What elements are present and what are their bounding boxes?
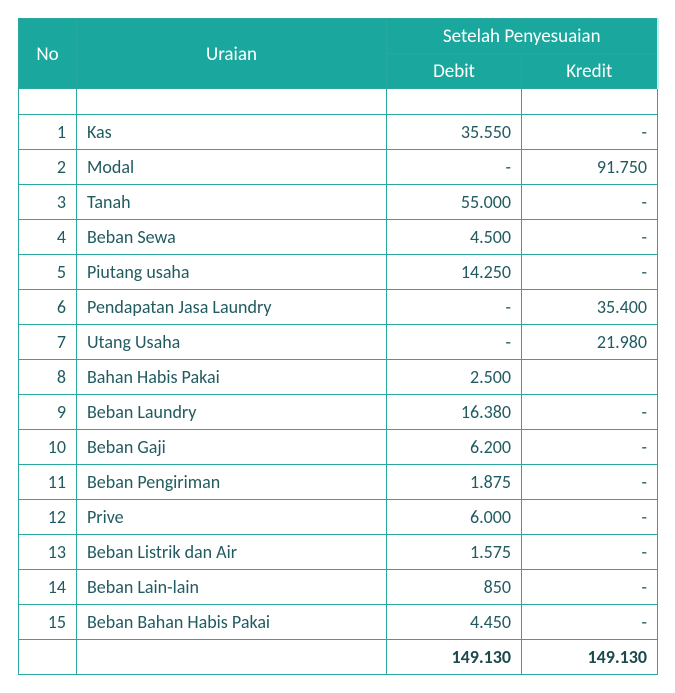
cell-debit: - [387, 150, 522, 185]
cell-kredit: 35.400 [522, 290, 658, 325]
table-row: 10Beban Gaji6.200- [19, 430, 658, 465]
cell-uraian: Utang Usaha [77, 325, 387, 360]
table-row: 7Utang Usaha-21.980 [19, 325, 658, 360]
table-row: 11Beban Pengiriman1.875- [19, 465, 658, 500]
cell-kredit: 21.980 [522, 325, 658, 360]
cell-no: 11 [19, 465, 77, 500]
cell-debit: 4.500 [387, 220, 522, 255]
totals-row: 149.130 149.130 [19, 640, 658, 675]
cell-debit: 1.575 [387, 535, 522, 570]
adjusted-trial-balance-table: No Uraian Setelah Penyesuaian Debit Kred… [18, 18, 659, 675]
cell-no: 12 [19, 500, 77, 535]
cell-debit: 4.450 [387, 605, 522, 640]
cell-uraian: Tanah [77, 185, 387, 220]
col-header-no: No [19, 19, 77, 89]
cell-no: 6 [19, 290, 77, 325]
cell-uraian: Bahan Habis Pakai [77, 360, 387, 395]
cell-no: 7 [19, 325, 77, 360]
cell-uraian: Beban Laundry [77, 395, 387, 430]
cell-kredit: - [522, 570, 658, 605]
cell-debit: 35.550 [387, 115, 522, 150]
total-kredit: 149.130 [522, 640, 658, 675]
table-row: 4Beban Sewa4.500- [19, 220, 658, 255]
table-body: 1Kas35.550-2Modal-91.7503Tanah55.000-4Be… [19, 89, 658, 640]
cell-uraian: Pendapatan Jasa Laundry [77, 290, 387, 325]
cell-kredit: - [522, 605, 658, 640]
cell-uraian: Beban Bahan Habis Pakai [77, 605, 387, 640]
cell-kredit: - [522, 255, 658, 290]
cell-debit: 2.500 [387, 360, 522, 395]
cell-no: 1 [19, 115, 77, 150]
table-row: 1Kas35.550- [19, 115, 658, 150]
col-header-kredit: Kredit [522, 54, 658, 89]
cell-kredit: - [522, 465, 658, 500]
cell-kredit: 91.750 [522, 150, 658, 185]
col-header-uraian: Uraian [77, 19, 387, 89]
spacer-row [19, 89, 658, 115]
cell-uraian: Piutang usaha [77, 255, 387, 290]
table-footer: 149.130 149.130 [19, 640, 658, 675]
cell-uraian: Prive [77, 500, 387, 535]
cell-uraian: Beban Lain-lain [77, 570, 387, 605]
cell-kredit: - [522, 430, 658, 465]
cell-no: 5 [19, 255, 77, 290]
table-row: 9Beban Laundry16.380- [19, 395, 658, 430]
cell-no: 14 [19, 570, 77, 605]
table-row: 15Beban Bahan Habis Pakai4.450- [19, 605, 658, 640]
cell-no: 3 [19, 185, 77, 220]
table-row: 6Pendapatan Jasa Laundry-35.400 [19, 290, 658, 325]
cell-debit: 16.380 [387, 395, 522, 430]
cell-debit: - [387, 325, 522, 360]
table-row: 3Tanah55.000- [19, 185, 658, 220]
cell-debit: 850 [387, 570, 522, 605]
cell-kredit: - [522, 115, 658, 150]
cell-kredit [522, 360, 658, 395]
cell-no: 13 [19, 535, 77, 570]
cell-kredit: - [522, 395, 658, 430]
cell-kredit: - [522, 220, 658, 255]
cell-uraian: Beban Sewa [77, 220, 387, 255]
col-header-debit: Debit [387, 54, 522, 89]
table-row: 13Beban Listrik dan Air1.575- [19, 535, 658, 570]
cell-no: 15 [19, 605, 77, 640]
table-row: 14Beban Lain-lain850- [19, 570, 658, 605]
table-row: 8Bahan Habis Pakai2.500 [19, 360, 658, 395]
cell-kredit: - [522, 185, 658, 220]
cell-uraian: Beban Listrik dan Air [77, 535, 387, 570]
cell-debit: 6.200 [387, 430, 522, 465]
cell-no: 2 [19, 150, 77, 185]
col-group-setelah-penyesuaian: Setelah Penyesuaian [387, 19, 658, 54]
cell-no: 10 [19, 430, 77, 465]
cell-no: 8 [19, 360, 77, 395]
cell-debit: - [387, 290, 522, 325]
table-row: 12Prive6.000- [19, 500, 658, 535]
cell-uraian: Beban Gaji [77, 430, 387, 465]
cell-uraian: Kas [77, 115, 387, 150]
cell-debit: 14.250 [387, 255, 522, 290]
table-row: 2Modal-91.750 [19, 150, 658, 185]
cell-uraian: Beban Pengiriman [77, 465, 387, 500]
cell-debit: 55.000 [387, 185, 522, 220]
table-row: 5Piutang usaha14.250- [19, 255, 658, 290]
cell-debit: 1.875 [387, 465, 522, 500]
cell-no: 4 [19, 220, 77, 255]
cell-no: 9 [19, 395, 77, 430]
cell-debit: 6.000 [387, 500, 522, 535]
cell-kredit: - [522, 500, 658, 535]
total-debit: 149.130 [387, 640, 522, 675]
cell-uraian: Modal [77, 150, 387, 185]
table-header: No Uraian Setelah Penyesuaian Debit Kred… [19, 19, 658, 89]
cell-kredit: - [522, 535, 658, 570]
